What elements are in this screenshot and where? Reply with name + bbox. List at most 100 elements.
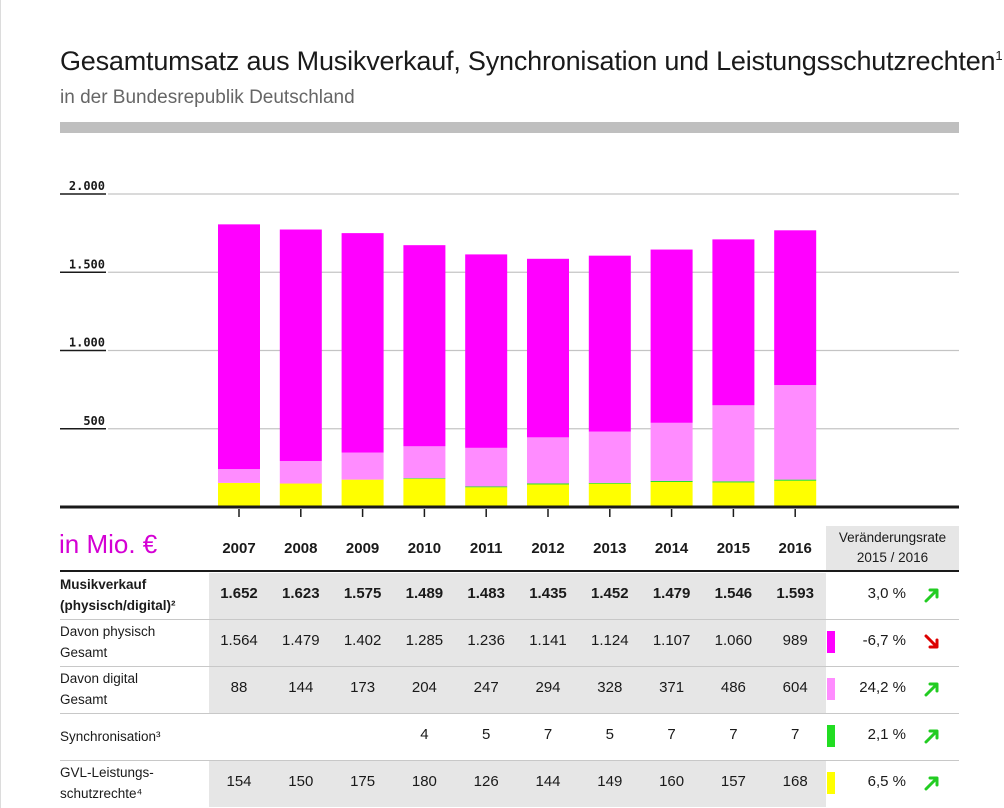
table-cell: 144: [288, 679, 314, 696]
row-label: GVL-Leistungs-schutzrechte⁴: [60, 762, 154, 804]
header-rule: [60, 570, 959, 572]
table-cell: 173: [350, 679, 376, 696]
table-cell: 7: [729, 726, 738, 743]
bar-segment-physisch: [341, 233, 384, 453]
rate-header-line1: Veränderungsrate: [838, 530, 947, 545]
change-rate: -6,7 %: [862, 632, 906, 649]
bar-segment-gvl: [650, 481, 693, 507]
table-cell: 7: [791, 726, 800, 743]
bar-segment-gvl: [218, 482, 260, 507]
row-separator: [60, 760, 959, 761]
bar-segment-synchronisation: [403, 478, 446, 479]
chart-title: Gesamtumsatz aus Musikverkauf, Synchroni…: [60, 46, 1003, 77]
bar-segment-physisch: [279, 229, 322, 461]
bar-segment-synchronisation: [774, 479, 817, 481]
table-cell: 126: [473, 773, 499, 790]
bar-segment-gvl: [465, 487, 508, 507]
table-cell: 1.623: [282, 585, 320, 602]
row-shade: [209, 620, 826, 666]
table-cell: 7: [667, 726, 676, 743]
y-tick-label: 2.000: [69, 179, 105, 193]
arrow-up-right-icon: [924, 682, 939, 697]
year-header-cell: 2016: [778, 540, 812, 557]
arrow-up-right-icon: [924, 588, 939, 603]
year-header-cell: 2015: [716, 540, 751, 557]
bar-segment-physisch: [588, 255, 631, 432]
bar-segment-gvl: [774, 480, 817, 507]
y-tick-label: 1.000: [69, 336, 105, 350]
table-cell: 1.479: [652, 585, 691, 602]
table-cell: 247: [473, 679, 499, 696]
table-cell: 1.285: [405, 632, 444, 649]
table-cell: 1.575: [343, 585, 382, 602]
row-label-line2: (physisch/digital)²: [60, 598, 176, 613]
table-cell: 204: [411, 679, 437, 696]
bar-segment-gvl: [403, 478, 446, 507]
table-cell: 1.593: [776, 585, 814, 602]
row-label-line1: GVL-Leistungs-: [60, 765, 154, 780]
legend-swatch: [827, 772, 835, 794]
table-cell: 175: [350, 773, 376, 790]
row-label-line2: Gesamt: [60, 645, 108, 660]
table-cell: 371: [659, 679, 685, 696]
year-header-cell: 2009: [345, 540, 380, 557]
unit-label: in Mio. €: [59, 529, 158, 559]
change-rate: 3,0 %: [867, 585, 906, 602]
table-cell: 7: [543, 726, 553, 743]
bar-segment-gvl: [588, 483, 631, 507]
row-separator: [60, 713, 959, 714]
table-cell: 1.479: [282, 632, 320, 649]
bar-segment-physisch: [712, 239, 755, 406]
year-header-cell: 2007: [222, 540, 256, 557]
table-cell: 1.564: [220, 632, 258, 649]
arrow-down-right-icon: [924, 634, 939, 649]
row-label-line2: Gesamt: [60, 692, 108, 707]
table-cell: 294: [535, 679, 561, 696]
row-shade: [209, 573, 826, 619]
bar-segment-physisch: [465, 254, 508, 448]
table-cell: 989: [782, 632, 808, 649]
change-rate: 24,2 %: [859, 679, 906, 696]
arrow-up-right-icon: [924, 776, 939, 791]
table-cell: 1.652: [220, 585, 258, 602]
bar-segment-gvl: [712, 482, 755, 507]
table-cell: 604: [782, 679, 808, 696]
title-rule: [60, 122, 959, 133]
chart-title-text: Gesamtumsatz aus Musikverkauf, Synchroni…: [60, 46, 996, 76]
row-label: Davon digital Gesamt: [60, 668, 138, 710]
legend-swatch: [827, 631, 835, 653]
bar-segment-gvl: [527, 484, 569, 507]
rate-header: Veränderungsrate 2015 / 2016: [826, 526, 959, 570]
row-label-line1: Musikverkauf: [60, 577, 147, 592]
bar-segment-physisch: [650, 249, 693, 423]
year-header-cell: 2014: [654, 540, 689, 557]
table-cell: 1.402: [343, 632, 382, 649]
table-cell: 157: [720, 773, 746, 790]
row-separator: [60, 666, 959, 667]
row-label-line2: schutzrechte⁴: [60, 786, 143, 801]
title-footnote: 1: [995, 48, 1003, 63]
stacked-bar-chart: 500 1.000 1.500 2.000: [60, 179, 959, 517]
row-label-line1: Synchronisation³: [60, 729, 161, 744]
bar-segment-physisch: [774, 230, 817, 386]
y-tick-label: 500: [83, 414, 105, 428]
bar-segment-digital: [341, 452, 384, 480]
legend-swatch: [827, 725, 835, 747]
table-cell: 1.483: [467, 585, 505, 602]
table-cell: 1.435: [529, 585, 567, 602]
bar-segment-synchronisation: [588, 482, 631, 484]
arrow-up-right-icon: [924, 729, 939, 744]
rate-header-line2: 2015 / 2016: [856, 550, 929, 565]
bar-segment-synchronisation: [650, 480, 693, 482]
bar-segment-digital: [527, 437, 569, 484]
table-cell: 1.452: [591, 585, 629, 602]
chart-subtitle: in der Bundesrepublik Deutschland: [60, 87, 355, 108]
table-cell: 1.141: [529, 632, 567, 649]
row-label: Synchronisation³: [60, 726, 161, 747]
table-cell: 149: [597, 773, 623, 790]
table-cell: 160: [659, 773, 685, 790]
bar-segment-physisch: [403, 245, 446, 447]
bar-segment-digital: [403, 446, 446, 479]
table-cell: 5: [482, 726, 491, 743]
row-label: Musikverkauf (physisch/digital)²: [60, 574, 176, 616]
